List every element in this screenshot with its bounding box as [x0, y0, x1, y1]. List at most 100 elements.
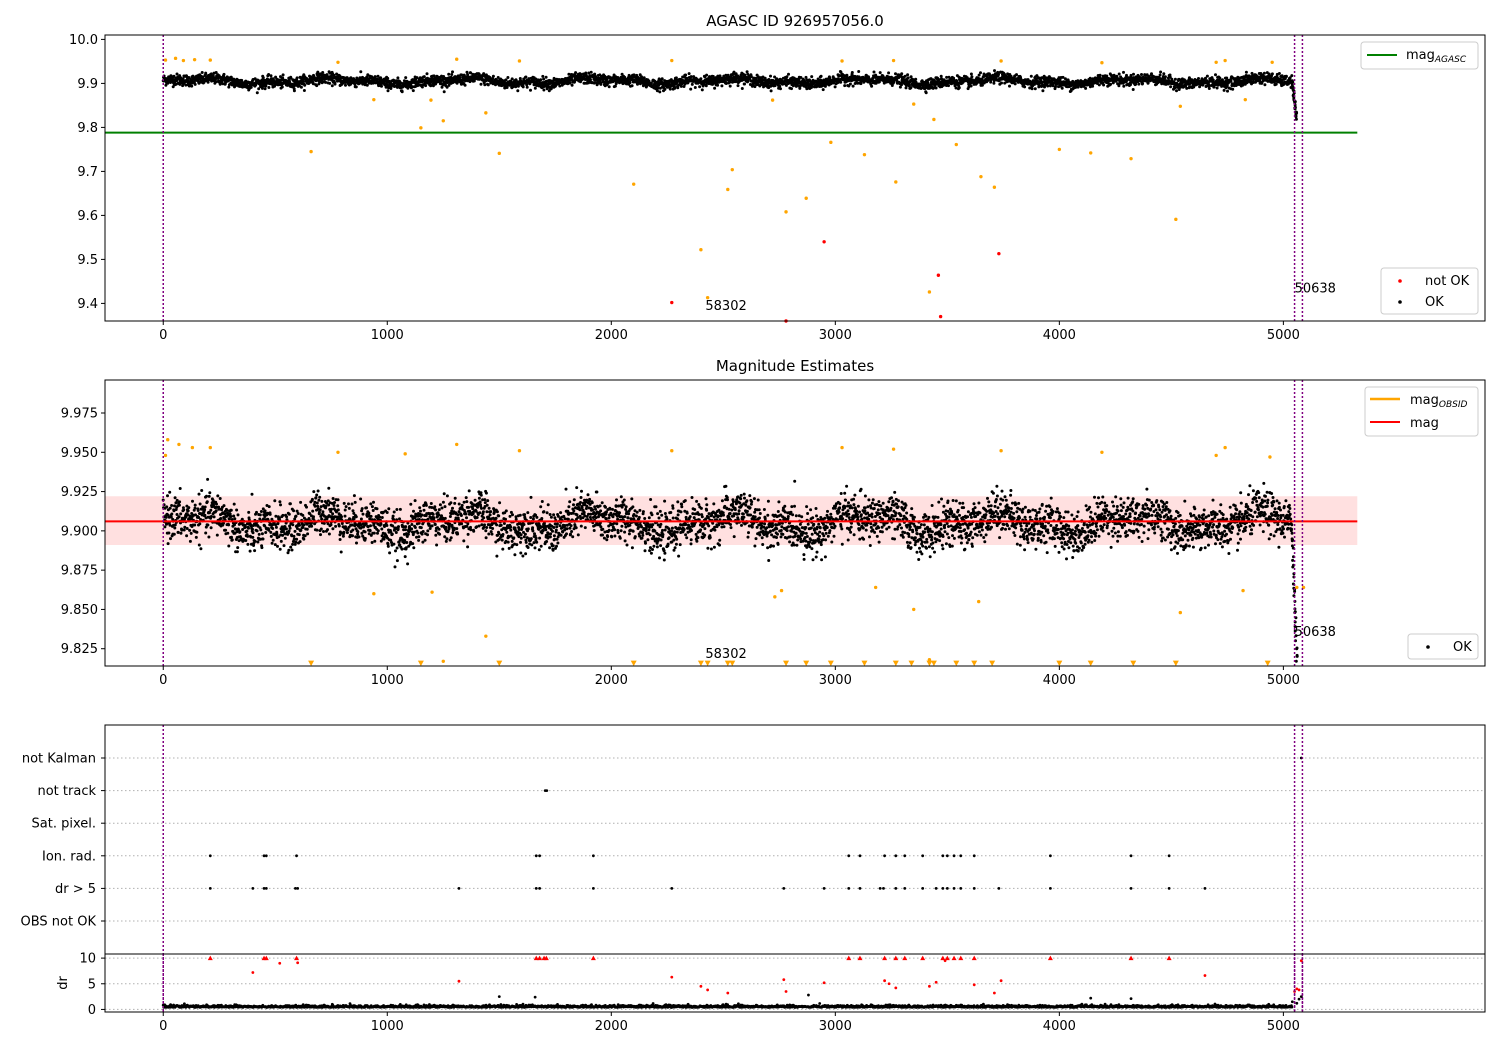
ok-point — [1131, 88, 1135, 91]
ok-point — [451, 70, 454, 74]
ok-point — [1222, 88, 1226, 92]
ok-point — [1212, 85, 1216, 89]
ok-point — [253, 549, 257, 553]
ok-point — [524, 75, 528, 79]
ok-point — [354, 85, 358, 89]
ok-point — [193, 506, 197, 510]
ok-point — [411, 89, 415, 93]
ok-point — [306, 532, 310, 536]
ok-point — [769, 74, 772, 78]
agasc-panel-title: AGASC ID 926957056.0 — [706, 12, 884, 30]
y-tick-label: 9.4 — [77, 297, 98, 312]
ok-point — [178, 487, 182, 490]
ok-point — [491, 74, 495, 78]
ok-point — [331, 497, 335, 500]
ok-point — [287, 548, 291, 552]
ok-point — [404, 76, 408, 80]
ok-point — [947, 84, 950, 88]
ok-point — [970, 75, 974, 79]
ok-point — [529, 88, 532, 92]
ok-point — [257, 87, 261, 91]
ok-point — [288, 526, 292, 530]
ok-point — [289, 545, 293, 549]
ok-point — [1030, 87, 1034, 91]
ok-point — [190, 84, 194, 88]
ok-point — [823, 84, 827, 88]
ok-point — [848, 82, 852, 86]
ok-point — [329, 523, 333, 527]
ok-point — [319, 505, 323, 509]
ok-point — [203, 505, 207, 509]
ok-point — [171, 85, 175, 89]
obsid-mag-point — [932, 117, 936, 122]
obsid-mag-point — [894, 180, 898, 184]
obsid-mag-point — [927, 290, 932, 294]
obsid-mag-point — [999, 59, 1003, 63]
ok-point — [284, 527, 288, 531]
ok-point — [320, 499, 324, 503]
ok-point — [1023, 85, 1027, 89]
ok-point — [839, 80, 843, 84]
ok-point — [668, 87, 672, 91]
ok-point — [934, 86, 938, 90]
ok-point — [261, 76, 265, 80]
ok-point — [189, 531, 193, 535]
ok-point — [327, 532, 331, 536]
ok-point — [450, 73, 454, 76]
ok-point — [1173, 77, 1177, 81]
ok-point — [215, 502, 218, 506]
ok-point — [208, 491, 212, 495]
obsid-mag-point — [173, 56, 178, 61]
ok-point — [181, 77, 185, 81]
ok-point — [246, 534, 250, 538]
ok-point — [1140, 73, 1143, 76]
ok-point — [1141, 81, 1145, 85]
ok-point — [291, 542, 295, 546]
ok-point — [1284, 74, 1288, 78]
ok-point — [267, 505, 271, 509]
ok-point — [1229, 79, 1233, 83]
ok-point — [233, 517, 237, 521]
ok-point — [1215, 86, 1219, 90]
ok-point — [232, 514, 236, 518]
ok-point — [227, 523, 231, 527]
obsid-mag-point — [419, 126, 423, 130]
ok-point — [327, 486, 331, 490]
ok-point — [458, 76, 462, 79]
ok-point — [878, 71, 882, 75]
obsid-mag-point — [1214, 60, 1218, 64]
ok-point — [285, 515, 289, 519]
ok-point — [170, 512, 174, 516]
ok-point — [265, 82, 269, 85]
ok-point — [315, 528, 319, 532]
ok-point — [642, 76, 646, 80]
ok-point — [331, 527, 335, 531]
ok-point — [212, 515, 216, 519]
ok-point — [745, 70, 749, 74]
obsid-mag-point — [784, 210, 788, 214]
ok-point — [167, 531, 171, 535]
obsid-mag-point — [992, 185, 997, 189]
ok-point — [312, 490, 316, 494]
ok-point — [185, 534, 189, 538]
obsid-mag-point — [1270, 60, 1274, 64]
ok-point — [447, 72, 451, 76]
ok-point — [263, 87, 267, 91]
ok-point — [1163, 75, 1167, 79]
obsid-mag-point — [1100, 61, 1104, 65]
ok-point — [222, 72, 226, 76]
ok-point — [206, 523, 210, 527]
ok-point — [301, 79, 305, 83]
ok-point — [521, 85, 525, 89]
ok-point — [338, 538, 342, 541]
ok-point — [483, 83, 487, 87]
ok-point — [302, 89, 306, 92]
ok-point — [679, 84, 683, 88]
ok-point — [328, 81, 332, 85]
ok-point — [179, 512, 183, 516]
ok-point — [422, 75, 426, 79]
ok-point — [259, 510, 263, 513]
ok-point — [298, 523, 301, 527]
